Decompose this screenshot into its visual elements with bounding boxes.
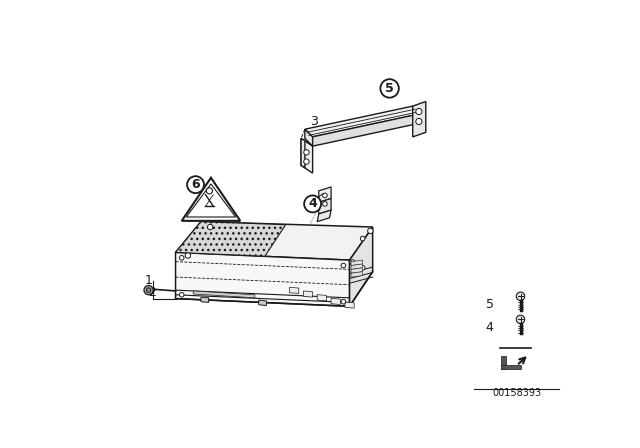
Polygon shape xyxy=(349,227,372,306)
Text: 3: 3 xyxy=(310,115,318,128)
Text: 4: 4 xyxy=(308,198,317,211)
Text: 6: 6 xyxy=(191,178,200,191)
Circle shape xyxy=(416,118,422,125)
Circle shape xyxy=(144,285,153,295)
Polygon shape xyxy=(351,271,363,277)
Circle shape xyxy=(516,292,525,301)
Polygon shape xyxy=(301,138,312,173)
Text: 2: 2 xyxy=(148,286,156,299)
Circle shape xyxy=(304,150,309,155)
Circle shape xyxy=(304,159,309,164)
Polygon shape xyxy=(317,295,326,301)
Polygon shape xyxy=(301,138,305,168)
Polygon shape xyxy=(319,198,331,214)
Polygon shape xyxy=(289,287,299,293)
Polygon shape xyxy=(305,129,312,146)
Circle shape xyxy=(187,176,204,193)
Circle shape xyxy=(416,108,422,115)
Polygon shape xyxy=(201,297,209,302)
Circle shape xyxy=(323,202,327,206)
Polygon shape xyxy=(351,264,363,269)
Circle shape xyxy=(367,228,373,233)
Polygon shape xyxy=(317,210,331,222)
Circle shape xyxy=(179,293,184,297)
Polygon shape xyxy=(331,298,340,305)
Circle shape xyxy=(516,315,525,323)
Polygon shape xyxy=(175,222,285,256)
Polygon shape xyxy=(175,222,372,260)
Polygon shape xyxy=(193,291,255,298)
Circle shape xyxy=(380,79,399,98)
Polygon shape xyxy=(259,300,266,306)
Polygon shape xyxy=(182,178,240,221)
Polygon shape xyxy=(345,302,354,308)
Circle shape xyxy=(179,255,184,260)
Circle shape xyxy=(304,195,321,212)
Text: 00158393: 00158393 xyxy=(492,388,541,398)
Circle shape xyxy=(350,260,355,265)
Text: 4: 4 xyxy=(486,321,493,334)
Circle shape xyxy=(323,193,327,198)
Circle shape xyxy=(341,263,346,268)
Polygon shape xyxy=(413,102,426,137)
Text: 1: 1 xyxy=(145,275,152,288)
Polygon shape xyxy=(351,268,363,273)
Circle shape xyxy=(185,253,191,258)
Circle shape xyxy=(360,266,365,270)
Polygon shape xyxy=(501,365,520,370)
Circle shape xyxy=(207,224,213,230)
Text: 5: 5 xyxy=(486,297,493,310)
Polygon shape xyxy=(305,106,420,137)
Polygon shape xyxy=(501,356,506,370)
Text: 5: 5 xyxy=(385,82,394,95)
Polygon shape xyxy=(186,184,236,217)
Polygon shape xyxy=(351,260,363,266)
Circle shape xyxy=(147,288,151,293)
Circle shape xyxy=(206,188,212,194)
Polygon shape xyxy=(305,116,420,146)
Polygon shape xyxy=(175,252,349,306)
Circle shape xyxy=(360,236,365,241)
Polygon shape xyxy=(319,187,331,202)
Circle shape xyxy=(341,299,346,304)
Polygon shape xyxy=(303,291,312,297)
